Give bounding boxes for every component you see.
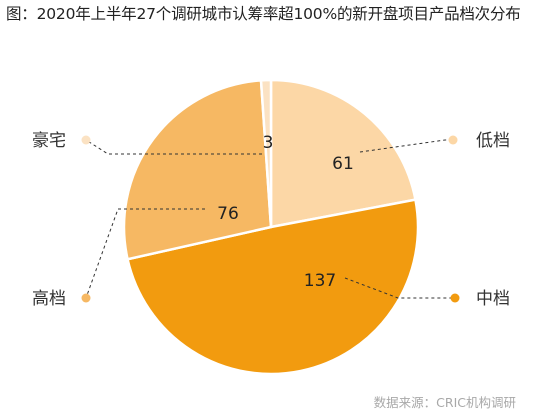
callout-dot-高档 xyxy=(81,293,91,303)
chart-title: 图：2020年上半年27个调研城市认筹率超100%的新开盘项目产品档次分布 xyxy=(6,5,521,23)
callout-line-中档 xyxy=(344,277,455,299)
pie-labels: 61 低档 137 中档 76 高档 3 豪宅 xyxy=(32,130,510,309)
pie-slices xyxy=(122,78,420,376)
pie-slice-低档 xyxy=(269,78,417,229)
pie-slice-豪宅 xyxy=(259,78,273,228)
value-label-中档: 137 xyxy=(304,271,336,291)
callout-lines xyxy=(81,135,460,303)
source-note: 数据来源：CRIC机构调研 xyxy=(373,395,516,410)
callout-dot-低档 xyxy=(448,135,458,145)
value-label-高档: 76 xyxy=(217,204,239,224)
callout-dot-中档 xyxy=(450,293,460,303)
callout-dot-豪宅 xyxy=(81,135,91,145)
category-label-高档: 高档 xyxy=(32,289,66,309)
category-label-中档: 中档 xyxy=(476,289,510,309)
callout-line-高档 xyxy=(85,208,205,299)
pie-slice-高档 xyxy=(122,79,273,261)
value-label-低档: 61 xyxy=(332,154,354,174)
category-label-低档: 低档 xyxy=(476,131,510,151)
category-label-豪宅: 豪宅 xyxy=(32,130,66,151)
value-label-豪宅: 3 xyxy=(263,133,274,153)
